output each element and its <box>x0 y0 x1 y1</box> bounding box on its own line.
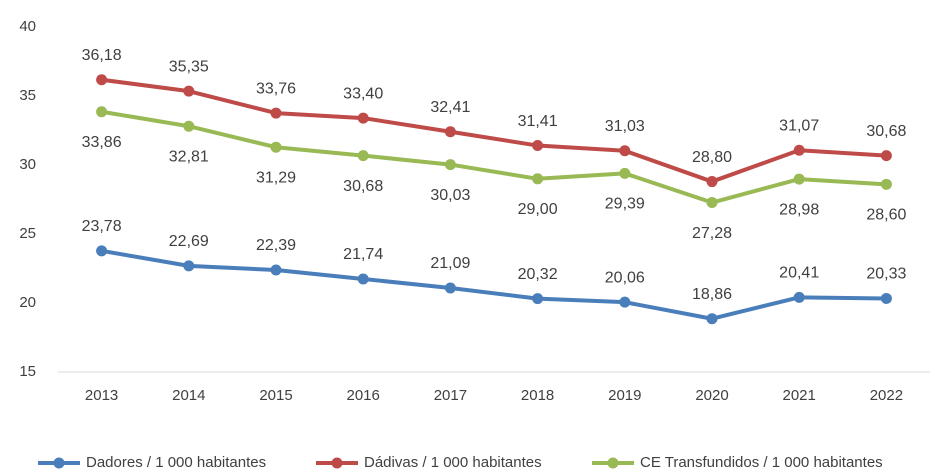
data-label: 33,40 <box>343 85 383 102</box>
x-tick-label: 2022 <box>870 387 903 404</box>
x-tick-label: 2014 <box>172 387 205 404</box>
data-point <box>619 167 631 179</box>
data-point <box>444 126 456 138</box>
legend-marker <box>607 457 619 469</box>
data-label: 21,09 <box>430 255 470 272</box>
data-label: 28,80 <box>692 149 732 166</box>
data-label: 28,98 <box>779 201 819 218</box>
data-point <box>880 150 892 162</box>
data-point <box>444 159 456 171</box>
legend-marker <box>53 457 65 469</box>
data-label: 31,03 <box>605 118 645 135</box>
y-tick-label: 25 <box>19 225 36 242</box>
y-tick-label: 35 <box>19 87 36 104</box>
data-point <box>357 112 369 124</box>
data-point <box>706 313 718 325</box>
data-label: 22,39 <box>256 237 296 254</box>
data-label: 20,32 <box>518 266 558 283</box>
data-label: 20,06 <box>605 269 645 286</box>
data-point <box>444 282 456 294</box>
data-point <box>183 85 195 97</box>
data-point <box>880 292 892 304</box>
data-point <box>96 245 108 257</box>
data-point <box>96 106 108 118</box>
data-point <box>532 140 544 152</box>
data-point <box>793 144 805 156</box>
data-label: 29,00 <box>518 201 558 218</box>
series-line <box>101 109 887 205</box>
legend-label: Dádivas / 1 000 habitantes <box>364 454 542 471</box>
data-point <box>532 173 544 185</box>
data-label: 21,74 <box>343 246 383 263</box>
x-tick-label: 2016 <box>347 387 380 404</box>
y-tick-label: 40 <box>19 18 36 35</box>
x-tick-label: 2021 <box>783 387 816 404</box>
x-tick-label: 2017 <box>434 387 467 404</box>
data-label: 22,69 <box>169 233 209 250</box>
data-point <box>270 141 282 153</box>
data-point <box>880 178 892 190</box>
data-label: 32,41 <box>430 99 470 116</box>
x-tick-label: 2019 <box>608 387 641 404</box>
data-label: 30,68 <box>343 178 383 195</box>
data-point <box>270 107 282 119</box>
data-point <box>706 197 718 209</box>
data-label: 32,81 <box>169 148 209 165</box>
y-tick-label: 15 <box>19 363 36 380</box>
data-label: 33,76 <box>256 80 296 97</box>
data-label: 36,18 <box>82 47 122 64</box>
data-label: 35,35 <box>169 58 209 75</box>
series-line <box>101 248 887 321</box>
data-label: 20,41 <box>779 265 819 282</box>
x-tick-label: 2015 <box>259 387 292 404</box>
data-label: 23,78 <box>82 218 122 235</box>
data-point <box>357 150 369 162</box>
data-label: 30,68 <box>866 123 906 140</box>
data-point <box>96 74 108 86</box>
legend-label: Dadores / 1 000 habitantes <box>86 454 266 471</box>
data-label: 31,41 <box>518 113 558 130</box>
data-label: 20,33 <box>866 266 906 283</box>
x-tick-label: 2020 <box>695 387 728 404</box>
data-point <box>793 291 805 303</box>
data-point <box>270 264 282 276</box>
data-label: 31,29 <box>256 169 296 186</box>
data-point <box>357 273 369 285</box>
data-point <box>619 145 631 157</box>
data-label: 18,86 <box>692 286 732 303</box>
legend-label: CE Transfundidos / 1 000 habitantes <box>640 454 883 471</box>
data-label: 29,39 <box>605 196 645 213</box>
data-point <box>619 296 631 308</box>
data-label: 27,28 <box>692 225 732 242</box>
y-tick-label: 30 <box>19 156 36 173</box>
data-point <box>532 293 544 305</box>
series-line <box>101 77 887 184</box>
data-point <box>793 173 805 185</box>
data-label: 33,86 <box>82 134 122 151</box>
data-label: 31,07 <box>779 117 819 134</box>
data-point <box>183 260 195 272</box>
data-point <box>706 176 718 188</box>
data-label: 30,03 <box>430 187 470 204</box>
y-tick-label: 20 <box>19 294 36 311</box>
data-point <box>183 120 195 132</box>
legend-marker <box>331 457 343 469</box>
data-label: 28,60 <box>866 207 906 224</box>
x-tick-label: 2013 <box>85 387 118 404</box>
x-tick-label: 2018 <box>521 387 554 404</box>
